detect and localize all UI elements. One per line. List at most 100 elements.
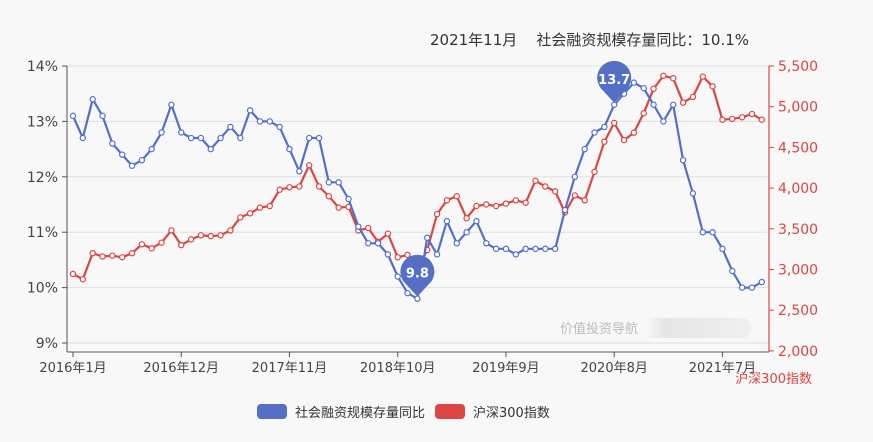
data-point[interactable] [237,214,244,221]
data-point[interactable] [128,250,136,257]
data-point[interactable] [473,202,480,210]
data-point[interactable] [522,199,529,206]
data-point[interactable] [729,267,736,275]
data-point[interactable] [473,217,480,225]
data-point[interactable] [453,193,460,200]
data-point[interactable] [286,184,293,191]
data-point[interactable] [256,204,264,211]
data-point[interactable] [246,107,254,114]
data-point[interactable] [660,118,667,125]
data-point[interactable] [591,129,598,136]
data-point[interactable] [502,245,510,253]
data-point[interactable] [404,251,411,259]
data-point[interactable] [69,112,77,120]
data-point[interactable] [424,234,431,241]
data-point[interactable] [542,245,549,253]
data-point[interactable] [463,215,470,222]
data-point[interactable] [138,156,146,164]
data-point[interactable] [512,251,520,258]
data-point[interactable] [719,116,726,123]
data-point[interactable] [394,254,401,261]
data-point[interactable] [404,289,411,297]
data-point[interactable] [207,232,214,240]
data-point[interactable] [335,204,342,211]
data-point[interactable] [89,96,96,103]
data-point[interactable] [178,129,185,136]
data-point[interactable] [640,84,647,92]
data-point[interactable] [611,101,618,108]
data-point[interactable] [118,254,126,261]
data-point[interactable] [384,251,392,258]
data-point[interactable] [79,276,87,283]
data-point[interactable] [325,179,333,186]
data-point[interactable] [502,200,510,207]
data-point[interactable] [591,168,598,176]
data-point[interactable] [148,145,155,153]
data-point[interactable] [158,239,165,246]
data-point[interactable] [630,79,638,86]
data-point[interactable] [561,206,569,214]
data-point[interactable] [237,134,244,142]
data-point[interactable] [709,228,716,236]
data-point[interactable] [758,116,766,123]
data-point[interactable] [640,110,647,117]
data-point[interactable] [571,192,579,199]
data-point[interactable] [227,123,234,131]
data-point[interactable] [463,228,470,236]
data-point[interactable] [305,162,313,169]
data-point[interactable] [650,85,657,92]
data-point[interactable] [620,136,628,144]
data-point[interactable] [187,134,195,142]
data-point[interactable] [699,73,706,80]
data-point[interactable] [109,140,116,147]
data-point[interactable] [729,115,736,123]
data-point[interactable] [443,197,451,204]
data-point[interactable] [748,284,756,291]
data-point[interactable] [483,240,490,247]
data-point[interactable] [601,138,608,145]
data-point[interactable] [158,129,165,136]
data-point[interactable] [581,145,588,153]
data-point[interactable] [670,101,677,108]
data-point[interactable] [601,123,608,131]
data-point[interactable] [748,110,756,118]
data-point[interactable] [738,114,746,121]
data-point[interactable] [650,101,657,108]
data-point[interactable] [679,99,687,106]
data-point[interactable] [168,227,175,234]
legend-item-csi300[interactable]: 沪深300指数 [435,402,550,421]
data-point[interactable] [679,156,687,164]
data-point[interactable] [532,245,539,253]
data-point[interactable] [394,273,401,280]
data-point[interactable] [551,188,559,195]
data-point[interactable] [266,202,273,210]
data-point[interactable] [738,284,746,291]
data-point[interactable] [227,227,234,234]
data-point[interactable] [355,223,362,230]
data-point[interactable] [217,232,224,239]
data-point[interactable] [512,197,520,204]
data-point[interactable] [315,134,323,142]
data-point[interactable] [453,240,460,247]
data-point[interactable] [109,252,116,259]
data-point[interactable] [551,245,559,253]
data-point[interactable] [168,101,175,108]
data-point[interactable] [197,134,205,142]
data-point[interactable] [296,183,303,190]
data-point[interactable] [69,270,77,278]
data-point[interactable] [384,230,392,237]
data-point[interactable] [266,118,273,125]
data-point[interactable] [99,112,106,120]
data-point[interactable] [178,241,185,249]
data-point[interactable] [79,134,87,142]
data-point[interactable] [138,241,146,248]
data-point[interactable] [217,134,224,142]
data-point[interactable] [571,173,579,180]
data-point[interactable] [492,245,500,253]
data-point[interactable] [689,93,697,101]
data-point[interactable] [246,210,254,217]
data-point[interactable] [187,236,195,243]
data-point[interactable] [433,210,441,218]
data-point[interactable] [296,168,303,175]
data-point[interactable] [492,202,500,210]
